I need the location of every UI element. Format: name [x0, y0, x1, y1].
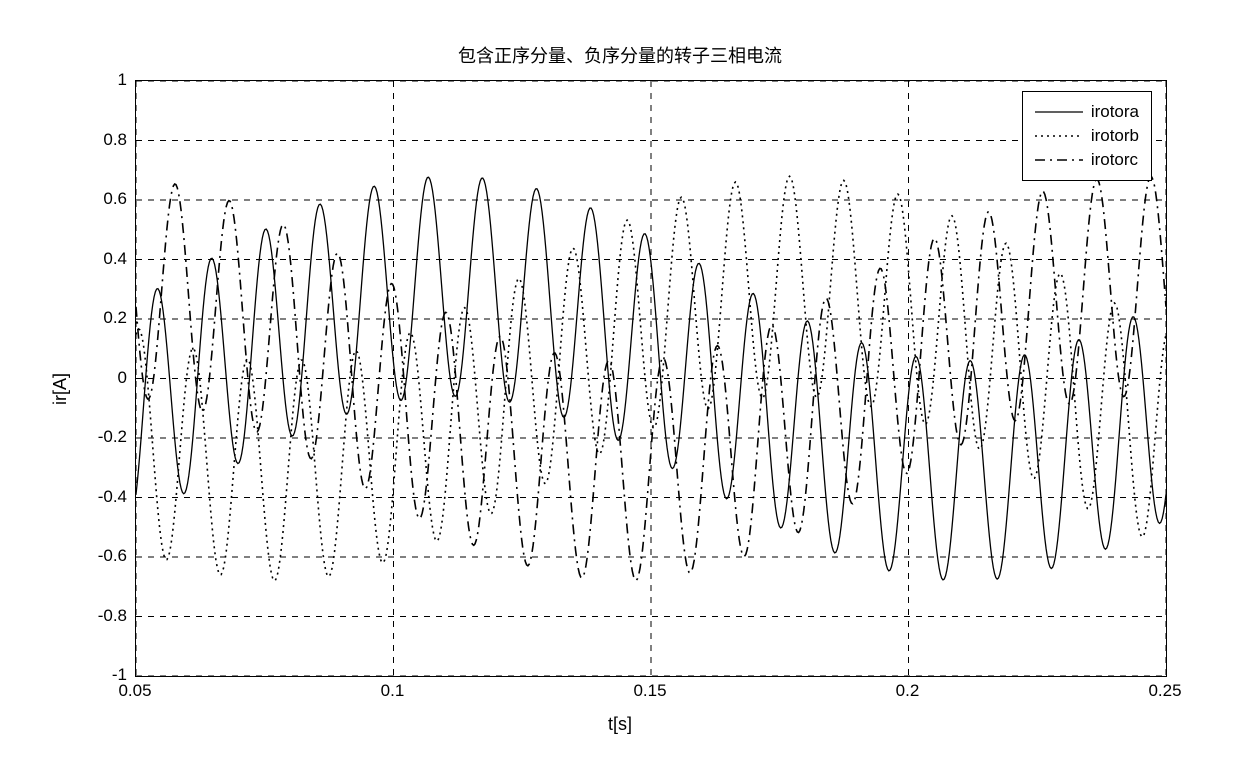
- legend-swatch-irotora: [1035, 102, 1083, 122]
- plot-area: irotora irotorb irotorc: [135, 80, 1167, 677]
- figure: 包含正序分量、负序分量的转子三相电流 ir[A] irotorairotorbi…: [0, 0, 1240, 778]
- y-tick-label: -0.8: [67, 606, 127, 626]
- x-axis-label: t[s]: [0, 714, 1240, 735]
- y-tick-label: 0.6: [67, 189, 127, 209]
- legend-label-irotora: irotora: [1091, 102, 1139, 122]
- legend-label-irotorb: irotorb: [1091, 126, 1139, 146]
- y-tick-label: 1: [67, 70, 127, 90]
- y-tick-label: 0.4: [67, 249, 127, 269]
- y-tick-label: -0.6: [67, 546, 127, 566]
- legend-row-irotorb: irotorb: [1035, 124, 1139, 148]
- legend-label-irotorc: irotorc: [1091, 150, 1138, 170]
- y-tick-label: -0.2: [67, 427, 127, 447]
- legend-row-irotorc: irotorc: [1035, 148, 1139, 172]
- x-tick-label: 0.2: [896, 681, 920, 701]
- y-tick-label: 0.8: [67, 130, 127, 150]
- y-tick-label: 0: [67, 368, 127, 388]
- chart-title: 包含正序分量、负序分量的转子三相电流: [0, 42, 1240, 68]
- y-tick-label: 0.2: [67, 308, 127, 328]
- legend: irotora irotorb irotorc: [1022, 91, 1152, 181]
- legend-row-irotora: irotora: [1035, 100, 1139, 124]
- y-tick-label: -0.4: [67, 487, 127, 507]
- x-tick-label: 0.05: [118, 681, 151, 701]
- legend-swatch-irotorc: [1035, 150, 1083, 170]
- x-tick-label: 0.15: [633, 681, 666, 701]
- series-irotorb: [136, 176, 1166, 580]
- x-tick-label: 0.25: [1148, 681, 1181, 701]
- x-tick-label: 0.1: [381, 681, 405, 701]
- plot-svg: [136, 81, 1166, 676]
- legend-swatch-irotorb: [1035, 126, 1083, 146]
